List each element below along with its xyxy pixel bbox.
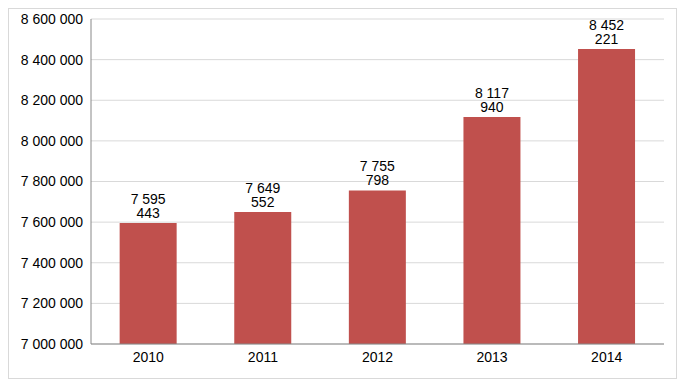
svg-text:8 452221: 8 452221 [589, 17, 624, 47]
svg-text:2014: 2014 [591, 349, 622, 365]
svg-text:8 200 000: 8 200 000 [21, 92, 83, 108]
svg-text:7 000 000: 7 000 000 [21, 336, 83, 352]
svg-text:7 595443: 7 595443 [131, 191, 166, 221]
svg-text:8 600 000: 8 600 000 [21, 11, 83, 27]
svg-text:8 117940: 8 117940 [475, 85, 509, 115]
svg-text:7 200 000: 7 200 000 [21, 295, 83, 311]
svg-text:8 400 000: 8 400 000 [21, 52, 83, 68]
svg-text:7 600 000: 7 600 000 [21, 214, 83, 230]
svg-text:7 755798: 7 755798 [360, 158, 395, 188]
svg-text:8 000 000: 8 000 000 [21, 133, 83, 149]
svg-text:7 800 000: 7 800 000 [21, 173, 83, 189]
svg-text:7 649552: 7 649552 [245, 180, 280, 210]
svg-text:2010: 2010 [133, 349, 164, 365]
svg-text:2012: 2012 [362, 349, 393, 365]
svg-text:7 400 000: 7 400 000 [21, 255, 83, 271]
svg-text:2011: 2011 [248, 349, 278, 365]
svg-text:2013: 2013 [477, 349, 508, 365]
